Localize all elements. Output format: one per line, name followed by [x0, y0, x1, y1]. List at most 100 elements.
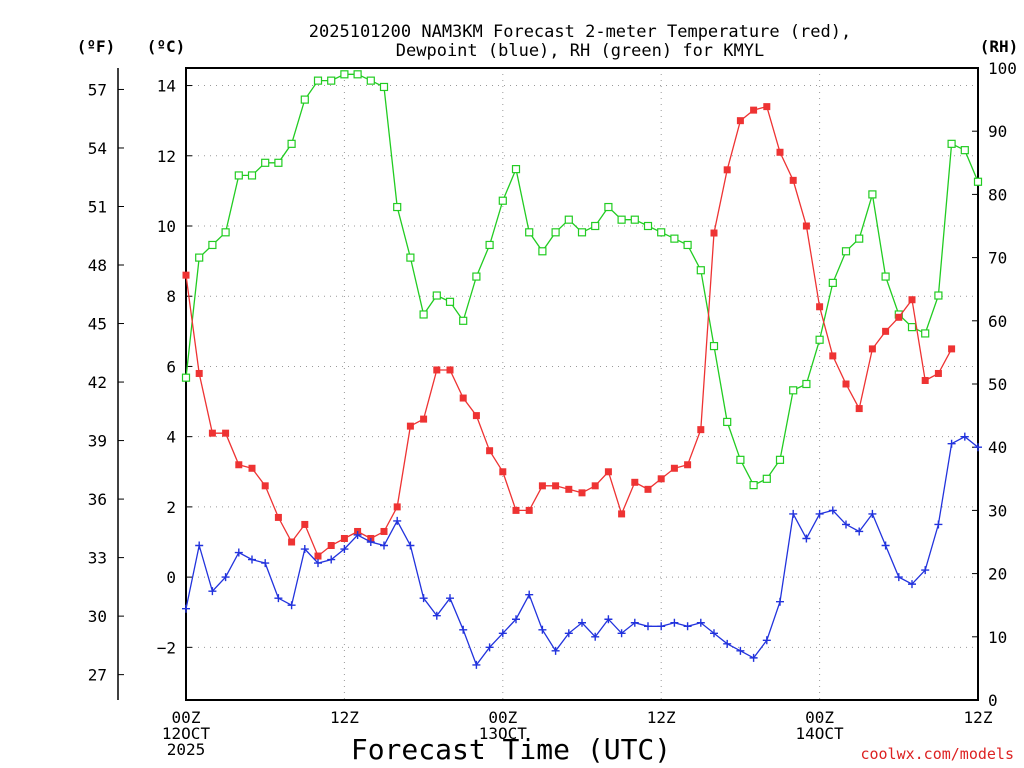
dewpoint-point [855, 527, 864, 536]
temperature-point [618, 510, 626, 518]
dewpoint-point [749, 653, 758, 662]
rh-point [208, 240, 217, 250]
rh-point [577, 228, 587, 237]
temperature-point [816, 303, 824, 311]
series-rh [181, 70, 983, 490]
dewpoint-point [195, 541, 204, 550]
dewpoint-point [578, 618, 586, 627]
fahrenheit-tick-labels: 27 30 33 36 39 42 45 48 51 54 57 [88, 80, 124, 685]
rh-point [472, 272, 481, 281]
fahrenheit-tick-label: 33 [88, 549, 107, 568]
rh-point [881, 272, 890, 281]
temperature-point [340, 534, 348, 542]
dewpoint-point [617, 629, 626, 638]
rh-point [221, 228, 230, 237]
temperature-point [882, 327, 890, 335]
dewpoint-point [974, 443, 982, 452]
rh-point [195, 253, 204, 262]
rh-point [736, 455, 745, 464]
temperature-point [604, 468, 612, 476]
rh-point [709, 341, 719, 351]
dewpoint-point [670, 618, 679, 627]
celsius-tick-labels: −2 0 2 4 6 8 10 12 14 [157, 77, 176, 658]
dewpoint-point [908, 580, 916, 589]
dewpoint-point [683, 622, 692, 631]
dewpoint-point [234, 548, 243, 557]
rh-point [670, 234, 679, 243]
dewpoint-point [696, 618, 705, 627]
x-tick-label: 00Z [172, 708, 201, 727]
x-tick-label: 00Z [805, 708, 834, 727]
gridlines [186, 68, 978, 700]
temperature-point [472, 412, 480, 420]
rh-point [340, 70, 349, 79]
dewpoint-point [960, 432, 969, 441]
fahrenheit-unit-label: (ºF) [77, 37, 116, 56]
dewpoint-point [894, 573, 903, 582]
dewpoint-point [881, 541, 890, 550]
dewpoint-point [327, 555, 336, 564]
rh-point [485, 240, 494, 250]
x-tick-label: 2025 [167, 740, 206, 759]
temperature-point [842, 380, 850, 388]
temperature-point [776, 148, 784, 156]
rh-point [366, 76, 375, 85]
rh-point [432, 291, 441, 300]
temperature-point [459, 394, 467, 402]
rh-tick-label: 10 [988, 628, 1007, 647]
dewpoint-point [300, 545, 309, 554]
rh-point [538, 247, 547, 256]
rh-tick-label: 60 [988, 312, 1007, 331]
rh-point [868, 190, 877, 199]
temperature-point [855, 405, 863, 413]
temperature-point [802, 222, 810, 230]
rh-point [973, 177, 983, 186]
rh-point [525, 228, 534, 237]
celsius-tick-label: 0 [166, 568, 176, 587]
temperature-point [327, 542, 335, 550]
fahrenheit-tick-label: 45 [88, 315, 107, 334]
rh-tick-label: 30 [988, 501, 1007, 520]
rh-point [300, 95, 309, 104]
rh-point [604, 202, 613, 212]
rh-point [445, 297, 455, 306]
temperature-point [248, 464, 256, 472]
dewpoint-point [287, 601, 296, 610]
rh-point [274, 158, 283, 167]
dewpoint-point [380, 541, 388, 550]
fahrenheit-tick-label: 57 [88, 80, 107, 99]
fahrenheit-tick-label: 36 [88, 490, 107, 509]
temperature-point [948, 345, 956, 353]
temperature-point [763, 103, 771, 111]
rh-point [419, 310, 428, 319]
dewpoint-point [393, 516, 402, 525]
dewpoint-point [815, 509, 824, 518]
rh-point [551, 228, 560, 237]
x-tick-label: 12Z [330, 708, 359, 727]
rh-tick-labels: 0 10 20 30 40 50 60 70 80 90 100 [972, 59, 1017, 710]
x-tick-label: 12Z [647, 708, 676, 727]
temperature-point [222, 429, 230, 437]
dewpoint-point [591, 632, 600, 641]
celsius-tick-label: 14 [157, 77, 176, 96]
dewpoint-point [789, 509, 798, 518]
rh-line [185, 73, 979, 486]
fahrenheit-tick-label: 51 [88, 197, 107, 216]
rh-point [327, 76, 336, 85]
rh-tick-label: 50 [988, 375, 1007, 394]
dewpoint-point [921, 566, 930, 575]
temperature-point [235, 461, 243, 469]
rh-tick-label: 100 [988, 59, 1017, 78]
temperature-point [552, 482, 560, 490]
dewpoint-point [947, 439, 956, 448]
temperature-point [750, 106, 758, 114]
rh-tick-label: 70 [988, 249, 1007, 268]
temperature-point [829, 352, 837, 360]
dewpoint-point [512, 615, 520, 624]
temperature-point [670, 464, 678, 472]
dewpoint-point [551, 646, 560, 655]
temperature-point [565, 485, 573, 493]
rh-point [683, 240, 692, 250]
fahrenheit-tick-label: 42 [88, 373, 107, 392]
